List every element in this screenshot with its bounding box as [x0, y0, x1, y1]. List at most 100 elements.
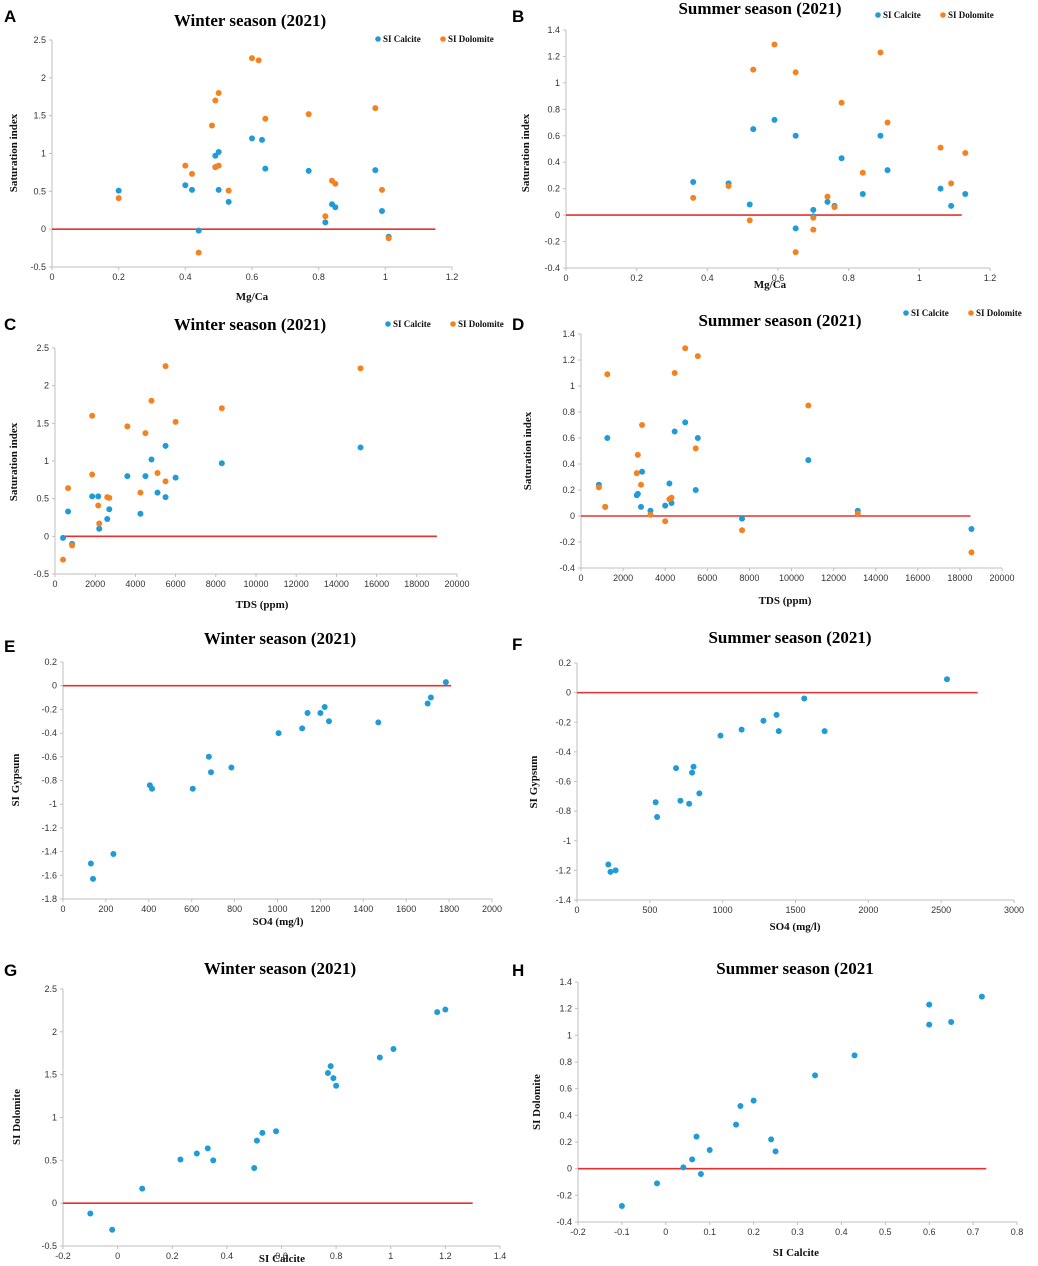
x-tick-label: 1.2 — [446, 272, 459, 282]
x-tick-label: 1.2 — [439, 1251, 452, 1261]
y-tick-label: 2.5 — [44, 984, 57, 994]
data-point — [162, 363, 169, 370]
y-tick-label: -0.2 — [555, 717, 571, 727]
y-tick-label: 1.2 — [559, 1004, 572, 1014]
x-tick-label: 2000 — [85, 579, 105, 589]
data-point — [595, 484, 602, 491]
panel-letter: F — [512, 635, 522, 654]
legend-label: SI Calcite — [911, 308, 949, 318]
data-point — [357, 365, 364, 372]
data-point — [442, 679, 449, 686]
y-tick-label: 0.2 — [562, 485, 575, 495]
data-point — [725, 183, 732, 190]
x-tick-label: 10000 — [779, 573, 804, 583]
chart-title: Summer season (2021) — [708, 628, 871, 647]
x-tick-label: 20000 — [989, 573, 1014, 583]
y-tick-label: 0 — [555, 210, 560, 220]
data-point — [96, 520, 103, 527]
x-tick-label: 18000 — [404, 579, 429, 589]
data-point — [652, 799, 659, 806]
data-point — [372, 167, 379, 174]
data-point — [139, 1185, 146, 1192]
data-point — [154, 489, 161, 496]
data-point — [95, 502, 102, 509]
data-point — [142, 473, 149, 480]
data-point — [154, 470, 161, 477]
panel-letter: E — [4, 637, 15, 656]
data-point — [838, 99, 845, 106]
data-point — [212, 97, 219, 104]
data-point — [305, 111, 312, 118]
data-point — [299, 725, 306, 732]
series-si-dolomite — [60, 363, 364, 563]
data-point — [639, 422, 646, 428]
x-tick-label: 0.2 — [747, 1227, 760, 1237]
x-tick-label: 3000 — [1004, 905, 1024, 915]
data-point — [792, 69, 799, 76]
y-axis-label: SI Gypsum — [528, 756, 540, 809]
data-point — [109, 1226, 116, 1233]
series-si-gypsum — [605, 676, 950, 875]
data-point — [193, 1150, 200, 1157]
y-tick-label: 0 — [567, 1164, 572, 1174]
chart-title: Summer season (2021) — [678, 0, 841, 18]
data-point — [824, 193, 831, 200]
panel-b: B Summer season (2021) 0 0.2 0.4 0.6 0.8 1 1.2 -0… — [512, 0, 996, 291]
data-point — [693, 1133, 700, 1140]
x-tick-label: 0.6 — [246, 272, 259, 282]
data-point — [87, 860, 94, 867]
data-point — [305, 167, 312, 174]
y-tick-label: -0.6 — [555, 777, 571, 787]
legend-marker — [875, 12, 881, 18]
series-si-gypsum — [87, 679, 449, 882]
data-point — [739, 515, 746, 522]
y-tick-label: 0.2 — [559, 1137, 572, 1147]
x-tick-label: 2000 — [482, 904, 502, 914]
chart-title: Winter season (2021) — [204, 959, 356, 978]
data-point — [772, 1148, 779, 1155]
data-point — [251, 1165, 258, 1172]
x-tick-label: 0.6 — [275, 1251, 288, 1261]
y-tick-label: 0.8 — [559, 1057, 572, 1067]
y-axis-label: Saturation index — [8, 422, 20, 501]
y-tick-label: -0.5 — [41, 1241, 57, 1251]
x-tick-label: 0 — [563, 273, 568, 283]
data-point — [327, 1063, 334, 1070]
x-tick-label: 0.7 — [967, 1227, 980, 1237]
x-tick-label: 4000 — [125, 579, 145, 589]
data-point — [204, 1145, 211, 1152]
data-point — [733, 1121, 740, 1128]
x-tick-label: 1 — [383, 272, 388, 282]
y-tick-label: -0.4 — [559, 563, 575, 573]
legend-label: SI Dolomite — [948, 10, 994, 20]
legend-label: SI Calcite — [883, 10, 921, 20]
data-point — [379, 186, 385, 193]
data-point — [424, 700, 431, 707]
data-point — [943, 676, 950, 683]
y-tick-label: -0.4 — [544, 263, 560, 273]
data-point — [249, 135, 255, 142]
data-point — [253, 1137, 260, 1144]
data-point — [255, 57, 262, 64]
data-point — [968, 526, 975, 532]
x-tick-label: 10000 — [243, 579, 268, 589]
y-tick-label: 0.5 — [36, 494, 49, 504]
data-point — [322, 213, 329, 220]
data-point — [775, 728, 782, 735]
y-tick-label: -0.5 — [33, 569, 49, 579]
data-point — [304, 709, 311, 716]
y-tick-label: -0.6 — [41, 752, 57, 762]
data-point — [65, 485, 72, 492]
data-point — [142, 430, 149, 437]
data-point — [717, 732, 724, 739]
x-tick-label: 0.8 — [312, 272, 325, 282]
legend-label: SI Dolomite — [458, 319, 504, 329]
data-point — [189, 785, 196, 792]
data-point — [948, 1019, 955, 1025]
y-tick-label: 2 — [44, 381, 49, 391]
x-axis-label: TDS (ppm) — [236, 599, 289, 611]
data-point — [877, 49, 884, 56]
data-point — [671, 428, 678, 435]
data-point — [137, 489, 144, 496]
data-point — [148, 397, 155, 404]
